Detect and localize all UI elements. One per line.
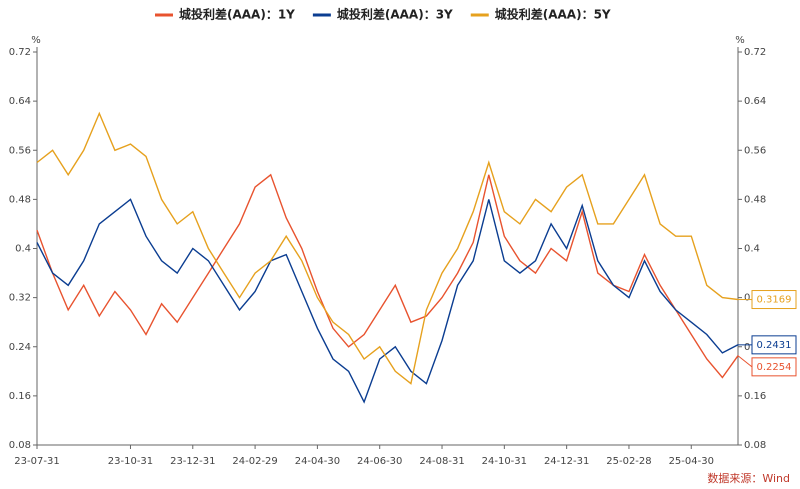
x-tick-label: 24-08-31	[419, 456, 464, 467]
y-tick-label: 0.16	[9, 391, 31, 402]
x-tick-label: 24-12-31	[544, 456, 589, 467]
end-label-box	[751, 335, 797, 355]
y-tick-label: 0.24	[9, 342, 31, 353]
end-label: 0.2254	[757, 362, 792, 373]
x-tick-label: 23-12-31	[170, 456, 215, 467]
x-tick-label: 25-04-30	[669, 456, 714, 467]
series-line	[36, 198, 739, 404]
y2-unit: %	[735, 35, 745, 46]
y2-tick-label: 0.16	[744, 391, 766, 402]
x-tick-label: 23-07-31	[14, 456, 59, 467]
x-tick-label: 25-02-28	[606, 456, 651, 467]
end-label: 0.3169	[757, 295, 792, 306]
y-tick-label: 0.56	[9, 145, 31, 156]
y-unit: %	[31, 35, 41, 46]
y2-tick-label: 0.72	[744, 47, 766, 58]
x-tick-label: 24-10-31	[482, 456, 527, 467]
y-tick-label: 0.64	[9, 96, 31, 107]
y-tick-label: 0.4	[15, 244, 31, 255]
end-label: 0.2431	[757, 340, 792, 351]
end-label-box	[751, 290, 797, 310]
y-tick-label: 0.48	[9, 194, 31, 205]
series-line	[36, 111, 739, 385]
y-tick-label: 0.72	[9, 47, 31, 58]
legend-label: 城投利差(AAA)：1Y	[179, 7, 295, 22]
y-tick-label: 0.32	[9, 293, 31, 304]
y2-tick-label: 0.56	[744, 145, 766, 156]
x-tick-label: 24-02-29	[232, 456, 277, 467]
y-tick-label: 0.08	[9, 440, 31, 451]
y2-tick-label: 0.4	[744, 244, 760, 255]
end-connector	[737, 355, 753, 368]
y2-tick-label: 0.64	[744, 96, 766, 107]
x-tick-label: 24-04-30	[295, 456, 340, 467]
y2-tick-label: 0.08	[744, 440, 766, 451]
x-tick-label: 23-10-31	[108, 456, 153, 467]
legend: 城投利差(AAA)：1Y 城投利差(AAA)：3Y 城投利差(AAA)：5Y	[155, 7, 611, 22]
legend-label: 城投利差(AAA)：5Y	[495, 7, 611, 22]
y2-tick-label: 0.48	[744, 194, 766, 205]
legend-label: 城投利差(AAA)：3Y	[337, 7, 453, 22]
x-tick-label: 24-06-30	[357, 456, 402, 467]
series-line	[36, 173, 739, 379]
source: 数据来源：Wind	[707, 471, 790, 485]
end-label-box	[751, 357, 797, 377]
